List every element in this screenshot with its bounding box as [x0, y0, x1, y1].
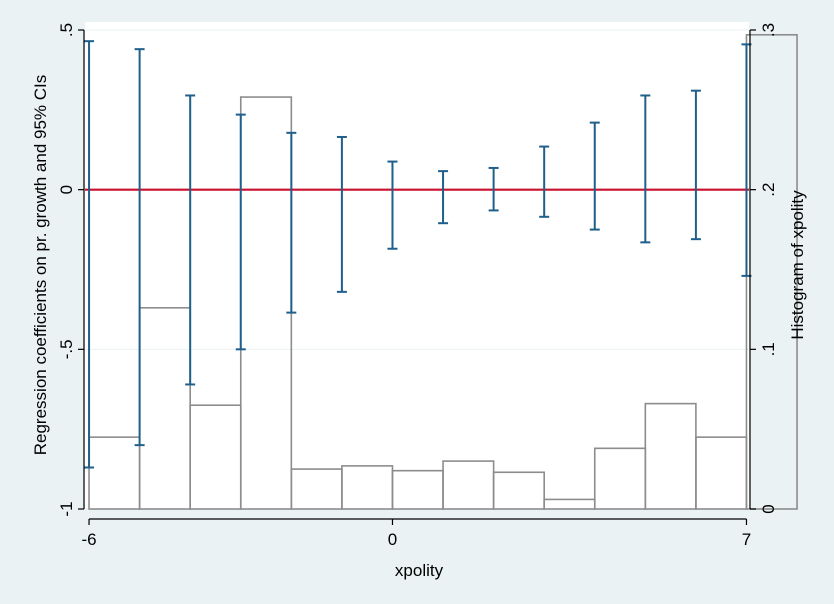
x-tick-label: 0	[388, 530, 397, 549]
left-y-tick-label: -.5	[57, 339, 76, 359]
axes: .5 0 -.5 -1 .3 .2 .1 0 -6 0 7	[57, 23, 778, 549]
error-bar	[235, 113, 246, 351]
error-bar	[84, 40, 95, 469]
right-y-tick-label: 0	[759, 504, 778, 513]
left-y-tick-label: 0	[57, 185, 76, 194]
left-y-tick-label: -1	[57, 501, 76, 516]
error-bar	[539, 145, 550, 218]
error-bar	[640, 94, 651, 244]
error-bar	[387, 160, 398, 250]
right-y-tick-label: .3	[759, 23, 778, 37]
plot-area	[85, 22, 749, 509]
error-bar	[185, 94, 196, 386]
right-y-axis-title: Histogram of xpolity	[788, 190, 807, 340]
x-tick-label: 7	[742, 530, 751, 549]
left-y-axis-title: Regression coefficients on pr. growth an…	[31, 75, 50, 456]
error-bar	[488, 166, 499, 212]
left-y-tick-label: .5	[57, 23, 76, 37]
right-y-tick-label: .2	[759, 183, 778, 197]
error-bar	[438, 170, 449, 225]
error-bar	[336, 135, 347, 293]
error-bar	[134, 48, 145, 447]
error-bar	[286, 131, 297, 314]
coefficient-error-bars	[84, 40, 752, 469]
right-y-tick-label: .1	[759, 342, 778, 356]
error-bar	[589, 121, 600, 231]
error-bar	[690, 89, 701, 241]
x-axis-title: xpolity	[395, 561, 444, 580]
x-tick-label: -6	[81, 530, 96, 549]
histogram-bar	[492, 471, 545, 510]
